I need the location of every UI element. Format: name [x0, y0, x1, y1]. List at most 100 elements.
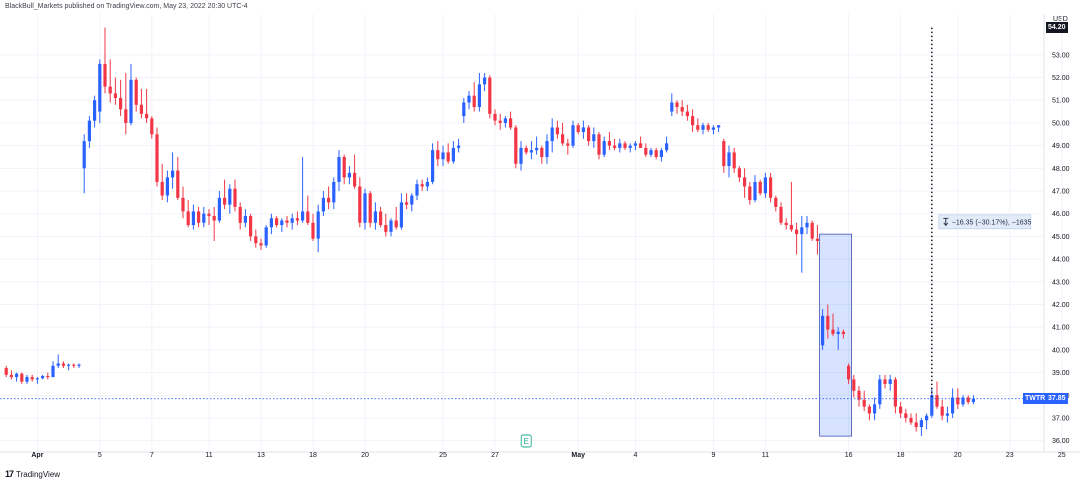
- candle-body: [451, 147, 455, 162]
- candle-body: [587, 127, 591, 142]
- candle-body: [389, 220, 393, 232]
- tradingview-logo[interactable]: 17 TradingView: [5, 469, 60, 479]
- candle-body: [706, 125, 710, 130]
- candle: [847, 363, 851, 384]
- candle: [826, 304, 830, 339]
- candle: [862, 390, 866, 412]
- candle: [446, 143, 450, 164]
- candle-body: [160, 181, 164, 196]
- candle: [909, 413, 913, 425]
- candle-body: [275, 218, 279, 226]
- candle: [873, 397, 877, 421]
- candle: [831, 313, 835, 337]
- candle: [223, 179, 227, 210]
- measure-arrows-icon: [943, 217, 949, 227]
- candle-body: [628, 145, 632, 148]
- candle-body: [862, 399, 866, 407]
- price-tick-label: 39.00: [1052, 370, 1070, 377]
- candle: [410, 193, 414, 212]
- candle: [639, 136, 643, 148]
- candle-body: [197, 211, 201, 223]
- candle: [784, 218, 788, 230]
- candle: [228, 184, 232, 214]
- candle: [623, 141, 627, 151]
- candle-body: [56, 363, 60, 366]
- candle-body: [493, 113, 497, 121]
- candle: [893, 377, 897, 414]
- price-tick-label: 42.00: [1052, 302, 1070, 309]
- candle-body: [181, 197, 185, 212]
- candle-body: [701, 125, 705, 130]
- candle-body: [737, 168, 741, 178]
- tradingview-mark-icon: 17: [5, 469, 14, 479]
- earnings-badge[interactable]: E: [520, 434, 532, 448]
- candle: [925, 413, 929, 430]
- candle: [665, 136, 669, 153]
- candle: [883, 374, 887, 389]
- candle-body: [228, 188, 232, 205]
- candle-body: [207, 213, 211, 216]
- candle-body: [30, 377, 34, 380]
- candle: [368, 191, 372, 228]
- candle: [373, 202, 377, 230]
- candle: [347, 166, 351, 185]
- candle: [176, 156, 180, 201]
- candle-body: [498, 120, 502, 123]
- candle: [186, 200, 190, 228]
- candle: [285, 215, 289, 228]
- candle-body: [665, 143, 669, 151]
- candle: [165, 170, 169, 203]
- candle: [919, 417, 923, 437]
- candle: [431, 143, 435, 185]
- price-tick-label: 51.00: [1052, 98, 1070, 105]
- candle-body: [904, 413, 908, 418]
- candle: [145, 88, 149, 123]
- candle-body: [727, 152, 731, 167]
- candle: [269, 213, 273, 235]
- candle-body: [420, 184, 424, 187]
- time-tick-label: 5: [98, 452, 102, 459]
- candle: [477, 73, 481, 112]
- time-tick-label: Apr: [31, 452, 43, 459]
- candle: [243, 209, 247, 228]
- candle-body: [971, 398, 975, 403]
- candle-body: [342, 156, 346, 178]
- candle: [217, 191, 221, 223]
- candle: [769, 172, 773, 203]
- time-tick-label: 20: [361, 452, 369, 459]
- candle: [488, 75, 492, 119]
- candle: [555, 120, 559, 139]
- candle: [670, 93, 674, 117]
- candle: [51, 361, 55, 378]
- candle: [888, 374, 892, 391]
- candle: [160, 163, 164, 201]
- candle-body: [457, 145, 461, 148]
- candle: [9, 370, 13, 380]
- candle-body: [696, 125, 700, 130]
- candle: [966, 395, 970, 405]
- candle: [810, 220, 814, 241]
- candle: [295, 211, 299, 226]
- candle: [602, 136, 606, 157]
- time-tick-label: 25: [439, 452, 447, 459]
- candle-body: [758, 181, 762, 194]
- candle-body: [155, 134, 159, 182]
- candle-body: [576, 125, 580, 133]
- candle: [327, 186, 331, 210]
- candle: [191, 204, 195, 230]
- candle: [503, 116, 507, 128]
- candle-body: [795, 229, 799, 235]
- candle-body: [592, 134, 596, 142]
- candle-body: [857, 390, 861, 400]
- candle-body: [233, 188, 237, 207]
- chart-grid: [0, 14, 1080, 453]
- candle-body: [238, 206, 242, 223]
- candle-body: [743, 177, 747, 187]
- candle-body: [836, 331, 840, 334]
- candle-body: [607, 141, 611, 146]
- candle: [789, 181, 793, 232]
- candle: [581, 120, 585, 139]
- candle: [680, 100, 684, 117]
- candle-body: [561, 134, 565, 144]
